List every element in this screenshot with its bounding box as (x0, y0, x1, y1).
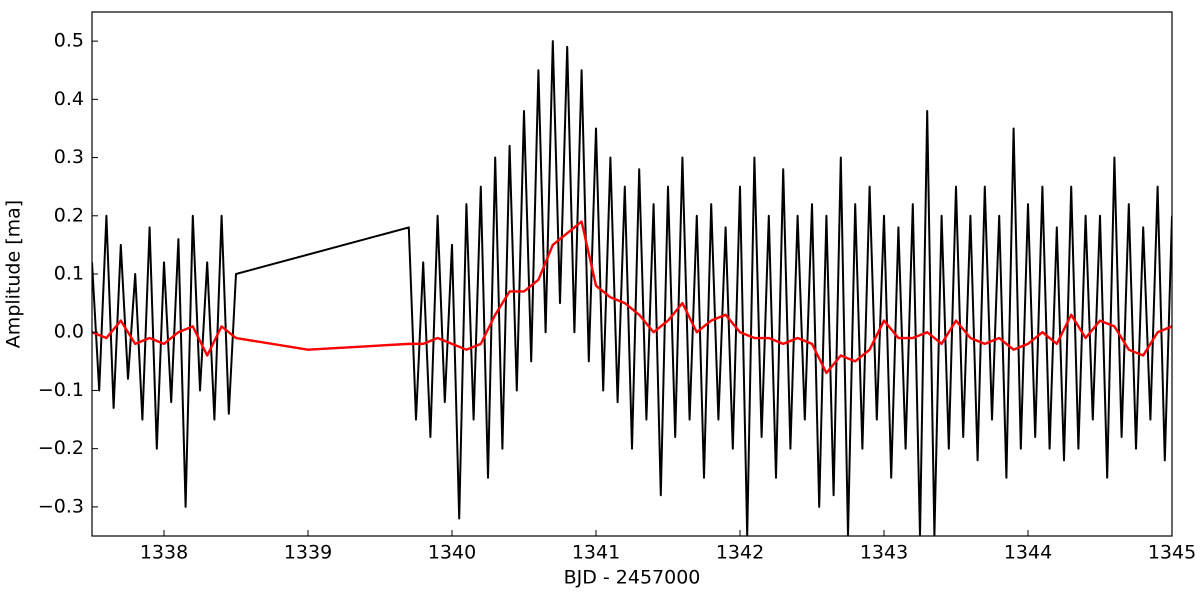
x-tick-label: 1344 (1004, 542, 1052, 564)
x-tick-label: 1338 (140, 542, 188, 564)
series-line (92, 40, 1172, 536)
y-tick-label: 0.5 (54, 30, 84, 52)
y-tick-label: −0.1 (38, 379, 84, 401)
y-tick-label: 0.4 (54, 88, 84, 110)
x-tick-label: 1342 (716, 542, 764, 564)
y-tick-label: 0.3 (54, 146, 84, 168)
x-tick-label: 1341 (572, 542, 620, 564)
y-tick-label: 0.2 (54, 204, 84, 226)
x-tick-label: 1343 (860, 542, 908, 564)
x-tick-label: 1340 (428, 542, 476, 564)
y-tick-label: −0.3 (38, 495, 84, 517)
x-tick-label: 1339 (284, 542, 332, 564)
y-axis-label: Amplitude [ma] (3, 200, 25, 348)
x-axis-label: BJD - 2457000 (564, 567, 701, 589)
y-tick-label: 0.0 (54, 321, 84, 343)
y-tick-label: −0.2 (38, 437, 84, 459)
x-tick-label: 1345 (1148, 542, 1196, 564)
plot-area (92, 40, 1172, 536)
series-line (92, 220, 1172, 375)
y-tick-label: 0.1 (54, 263, 84, 285)
